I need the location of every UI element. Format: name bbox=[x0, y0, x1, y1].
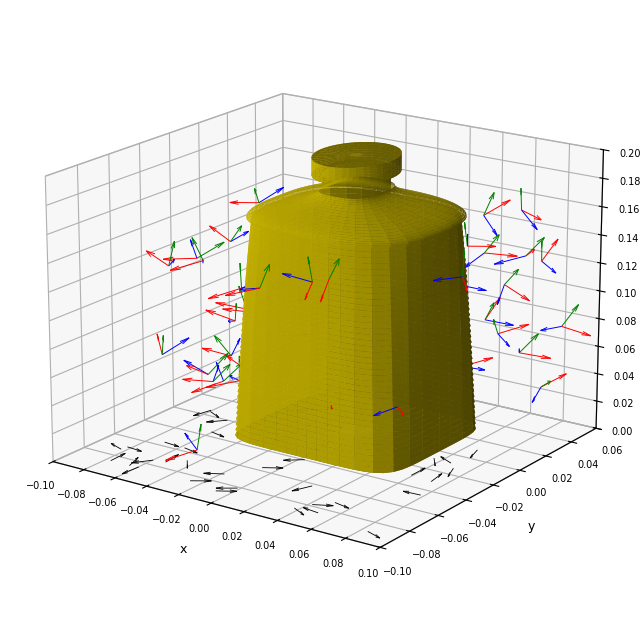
X-axis label: x: x bbox=[180, 543, 188, 556]
Y-axis label: y: y bbox=[527, 520, 535, 533]
